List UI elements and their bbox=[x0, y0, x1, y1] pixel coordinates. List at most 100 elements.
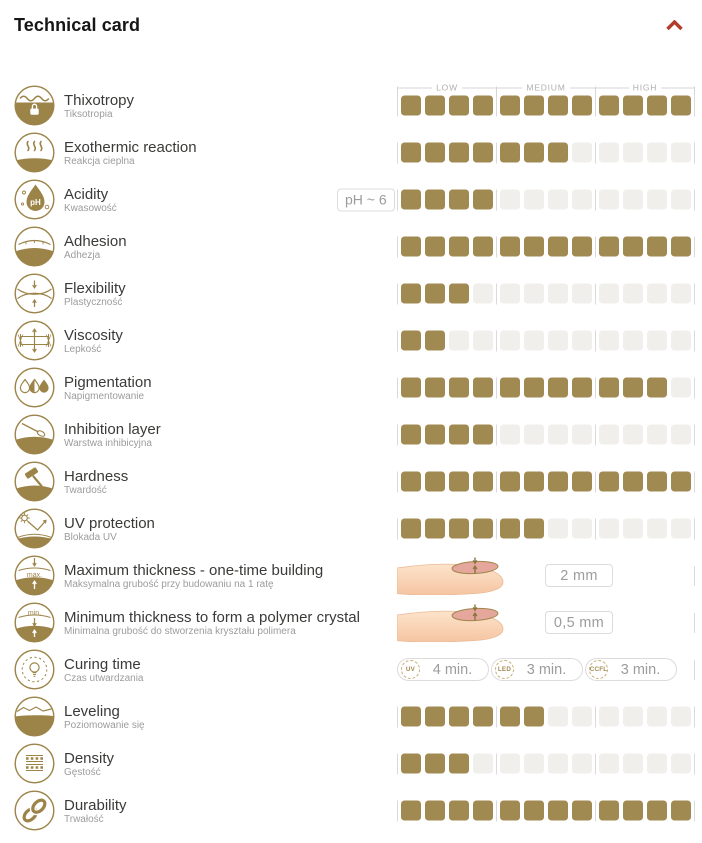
row-rating bbox=[397, 377, 695, 398]
rating-bar bbox=[397, 706, 695, 727]
rating-group bbox=[497, 424, 595, 445]
rating-square bbox=[599, 377, 619, 398]
row-label: Pigmentation bbox=[64, 373, 152, 391]
row-uv-protection: UV protection Blokada UV bbox=[14, 508, 702, 549]
curing-time-badge: UV 4 min. bbox=[397, 658, 489, 681]
rating-square bbox=[647, 706, 667, 727]
row-rating bbox=[397, 800, 695, 821]
rating-square bbox=[524, 377, 544, 398]
rating-square bbox=[473, 706, 493, 727]
rating-bar bbox=[397, 518, 695, 539]
uv-protection-icon bbox=[14, 508, 55, 549]
divider-tick bbox=[496, 189, 497, 210]
curing-time-badge: CCFL 3 min. bbox=[585, 658, 677, 681]
rating-square bbox=[401, 706, 421, 727]
rating-bar bbox=[397, 471, 695, 492]
divider-tick bbox=[397, 753, 398, 774]
row-label-pl: Trwałość bbox=[64, 813, 104, 825]
scale-tick bbox=[397, 86, 398, 95]
row-labels: Thixotropy Tiksotropia bbox=[64, 92, 134, 120]
rating-square bbox=[473, 189, 493, 210]
rating-bar bbox=[397, 142, 695, 163]
divider-tick bbox=[694, 565, 695, 586]
rating-square bbox=[524, 800, 544, 821]
divider-tick bbox=[397, 377, 398, 398]
row-label: Maximum thickness - one-time building bbox=[64, 561, 324, 579]
row-labels: Minimum thickness to form a polymer crys… bbox=[64, 609, 360, 637]
row-leveling: Leveling Poziomowanie się bbox=[14, 696, 702, 737]
divider-tick bbox=[595, 189, 596, 210]
row-acidity: pH Acidity Kwasowość pH ~ 6 bbox=[14, 179, 702, 220]
divider-tick bbox=[595, 95, 596, 116]
rating-square bbox=[401, 518, 421, 539]
rating-bar bbox=[397, 800, 695, 821]
divider-tick bbox=[595, 236, 596, 257]
row-label-pl: Lepkość bbox=[64, 343, 102, 355]
rating-square bbox=[548, 236, 568, 257]
rating-group bbox=[497, 95, 595, 116]
rating-square bbox=[449, 706, 469, 727]
row-label: Minimum thickness to form a polymer crys… bbox=[64, 608, 360, 626]
durability-icon bbox=[14, 790, 55, 831]
rating-square bbox=[449, 330, 469, 351]
rating-square bbox=[548, 95, 568, 116]
row-hardness: Hardness Twardość bbox=[14, 461, 702, 502]
rating-square bbox=[572, 283, 592, 304]
rating-square bbox=[623, 424, 643, 445]
rating-square bbox=[500, 753, 520, 774]
rating-square bbox=[401, 471, 421, 492]
rating-square bbox=[671, 189, 691, 210]
divider-tick bbox=[694, 236, 695, 257]
rating-square bbox=[647, 753, 667, 774]
row-flexibility: Flexibility Plastyczność bbox=[14, 273, 702, 314]
rating-square bbox=[425, 800, 445, 821]
divider-tick bbox=[496, 236, 497, 257]
divider-tick bbox=[694, 95, 695, 116]
row-label-pl: Adhezja bbox=[64, 249, 101, 261]
rating-square bbox=[572, 753, 592, 774]
rating-group bbox=[596, 189, 694, 210]
rating-square bbox=[647, 800, 667, 821]
rating-square bbox=[401, 377, 421, 398]
rating-square bbox=[449, 424, 469, 445]
scale-line bbox=[661, 87, 695, 88]
rating-group bbox=[596, 518, 694, 539]
rating-square bbox=[449, 753, 469, 774]
rating-square bbox=[524, 471, 544, 492]
row-labels: Density Gęstość bbox=[64, 750, 114, 778]
divider-tick bbox=[694, 377, 695, 398]
fingernail-illustration bbox=[396, 557, 509, 595]
rating-square bbox=[599, 330, 619, 351]
rating-group bbox=[398, 330, 496, 351]
rating-square bbox=[623, 330, 643, 351]
rating-square bbox=[425, 518, 445, 539]
row-rating bbox=[397, 518, 695, 539]
divider-tick bbox=[595, 471, 596, 492]
collapse-chevron-up-icon[interactable] bbox=[666, 20, 683, 31]
rating-square bbox=[572, 424, 592, 445]
row-label: Curing time bbox=[64, 655, 141, 673]
rating-square bbox=[647, 236, 667, 257]
scale-line bbox=[497, 87, 523, 88]
row-label: Thixotropy bbox=[64, 91, 135, 109]
rating-bar bbox=[397, 95, 695, 116]
rating-group bbox=[596, 753, 694, 774]
row-rating bbox=[397, 330, 695, 351]
rating-square bbox=[623, 95, 643, 116]
divider-tick bbox=[694, 753, 695, 774]
row-label: Leveling bbox=[64, 702, 120, 720]
row-label-pl: Napigmentowanie bbox=[64, 390, 145, 402]
curing-time-icon bbox=[14, 649, 55, 690]
row-label: Inhibition layer bbox=[64, 420, 161, 438]
rating-square bbox=[647, 518, 667, 539]
rating-square bbox=[623, 189, 643, 210]
rating-group bbox=[398, 95, 496, 116]
rating-group bbox=[596, 377, 694, 398]
row-label-pl: Czas utwardzania bbox=[64, 672, 144, 684]
row-adhesion: Adhesion Adhezja bbox=[14, 226, 702, 267]
row-rating: LOW MEDIUM HIGH bbox=[397, 83, 695, 116]
rating-square bbox=[599, 424, 619, 445]
row-pigmentation: Pigmentation Napigmentowanie bbox=[14, 367, 702, 408]
rating-square bbox=[500, 377, 520, 398]
